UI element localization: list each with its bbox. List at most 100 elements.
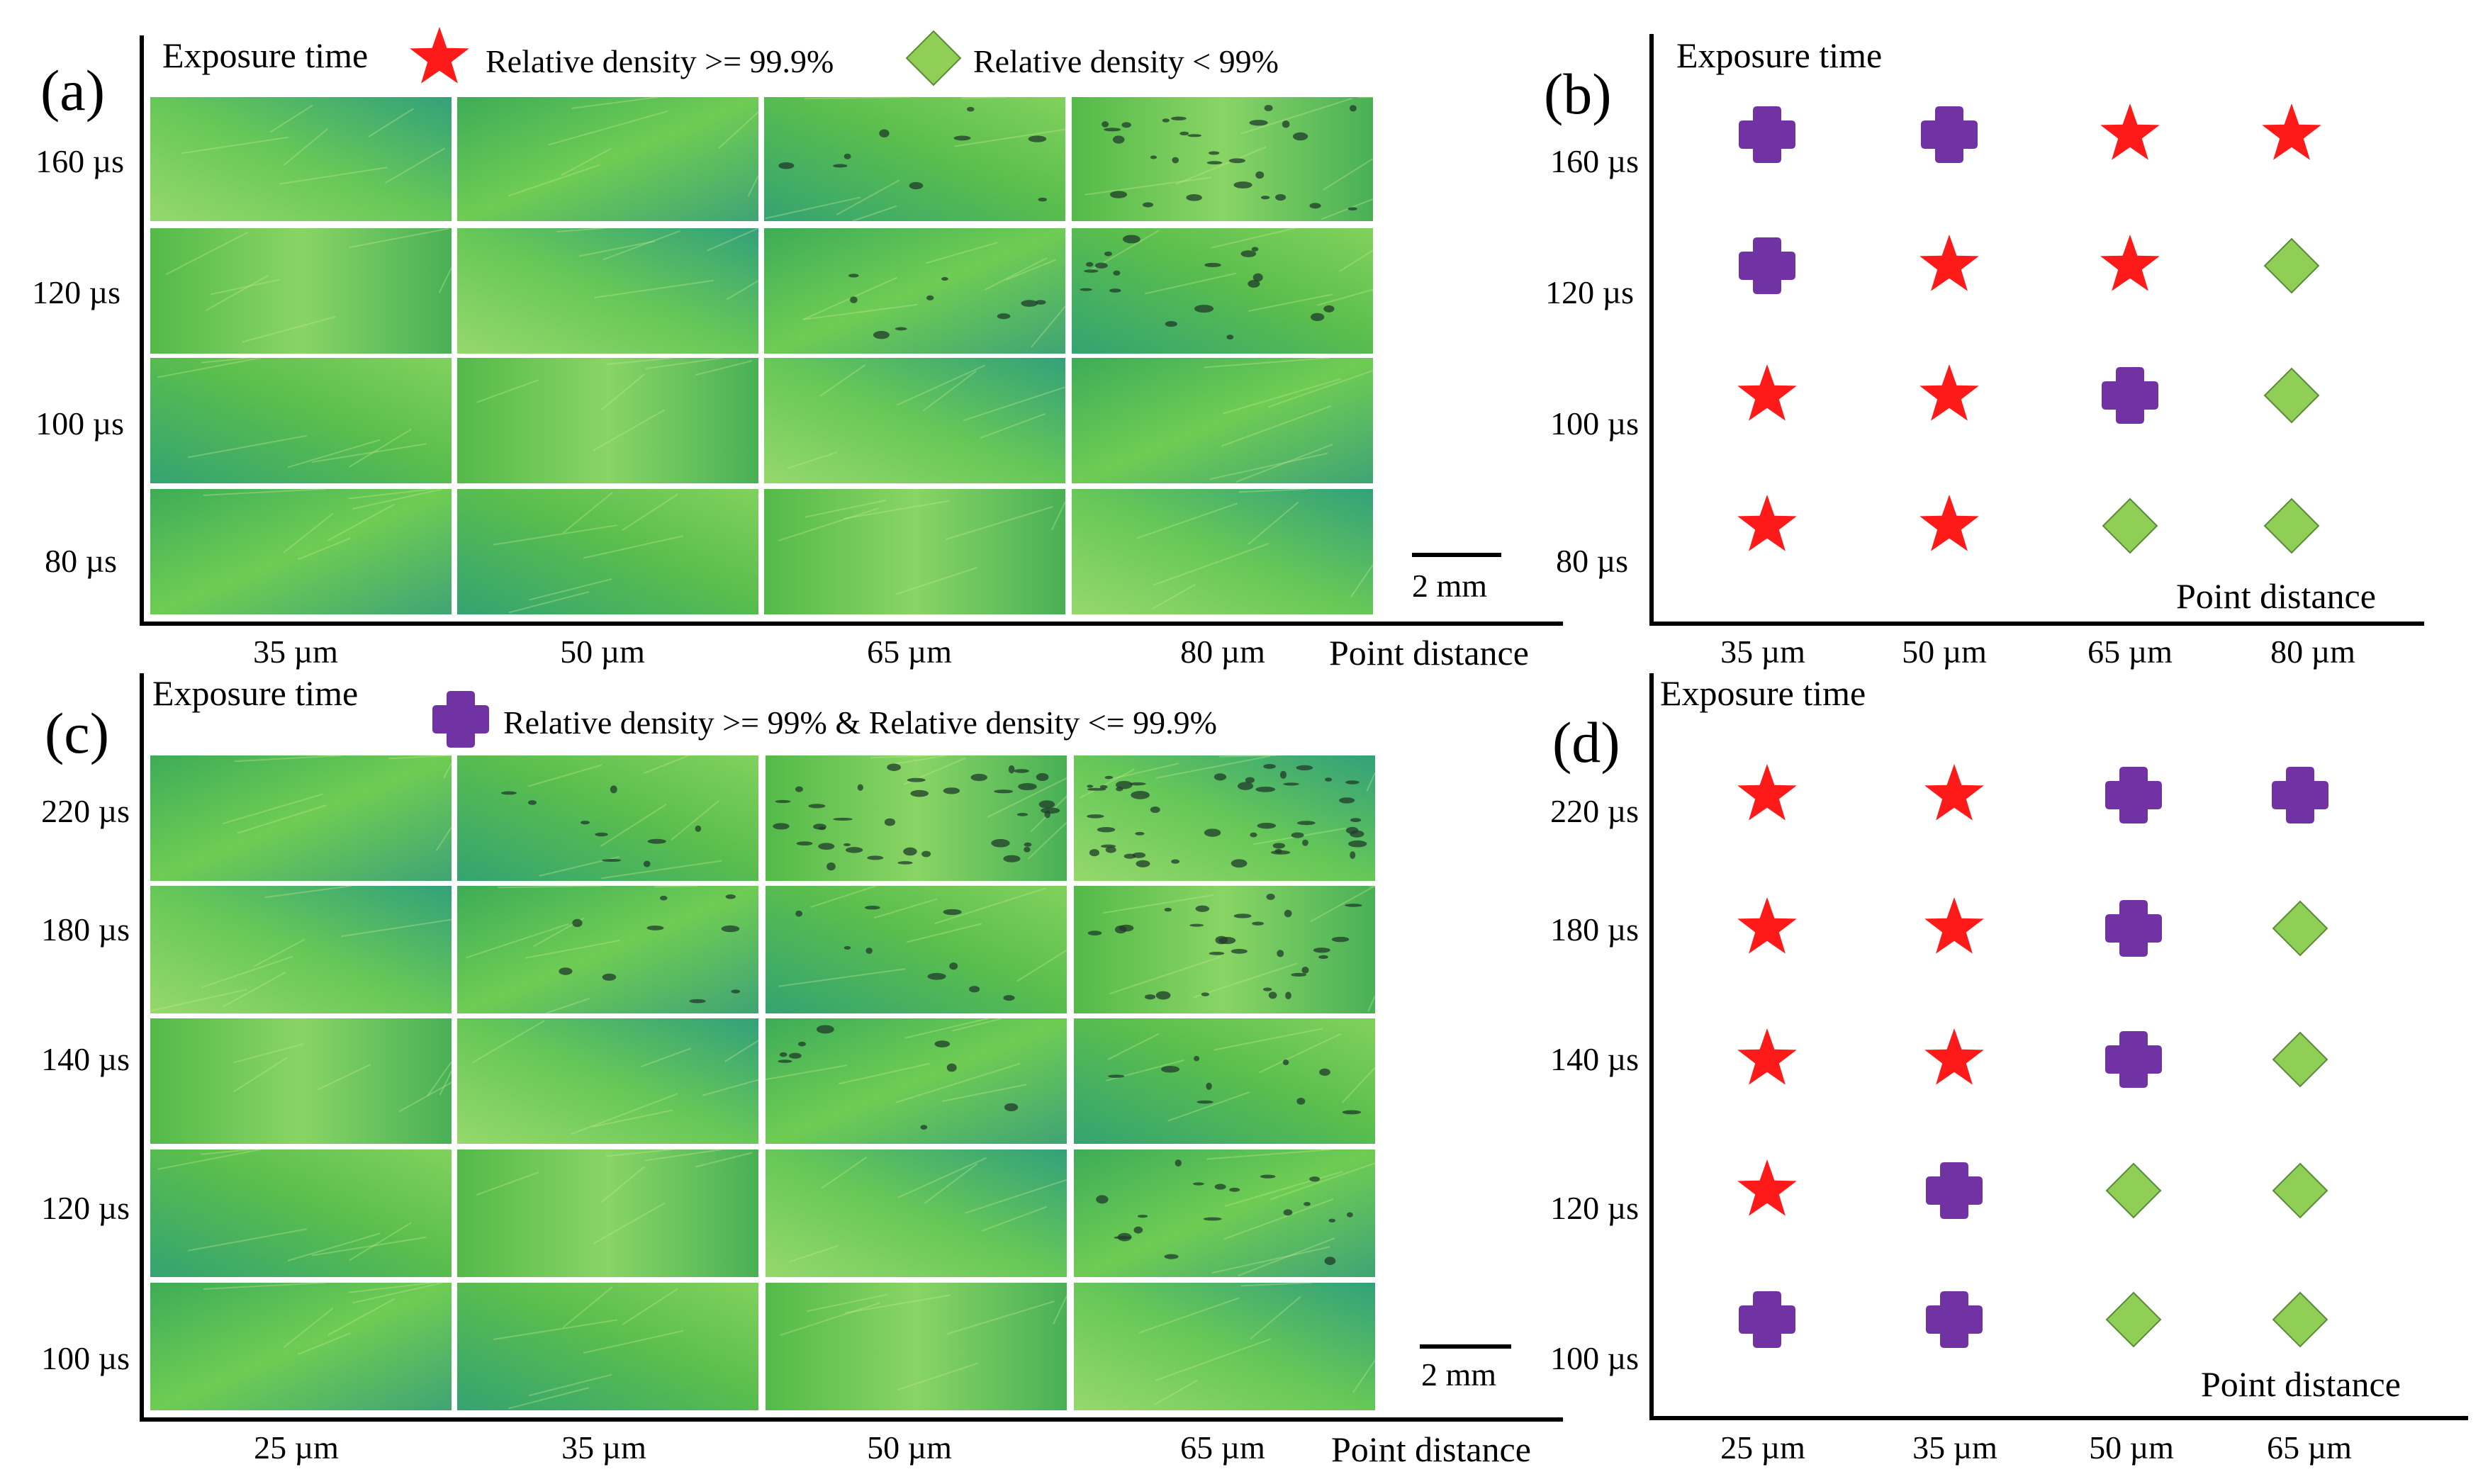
y-axis-title-c: Exposure time [152, 673, 358, 713]
panel-d: (d) Exposure time 220 µs 180 µs 140 µs 1… [1550, 673, 2469, 1466]
x-tick-label: 65 µm [1180, 1429, 1265, 1466]
cross-marker [1926, 1291, 1983, 1348]
micrograph-tile [1074, 885, 1376, 1013]
panel-a: (a) Exposure time 160 µs 120 µs 100 µs 8… [32, 35, 1564, 673]
y-tick-label: 140 µs [1550, 1041, 1639, 1077]
x-tick-labels-d: 25 µm 35 µm 50 µm 65 µm [1720, 1429, 2352, 1466]
scale-bar-label-c: 2 mm [1421, 1356, 1496, 1393]
star-marker [1737, 897, 1797, 954]
x-axis-title-a: Point distance [1329, 633, 1529, 673]
micrograph-tile [1072, 357, 1374, 483]
y-tick-label: 120 µs [1545, 274, 1634, 310]
legend-diamond-label: Relative density < 99% [973, 43, 1279, 79]
x-tick-label: 50 µm [560, 634, 645, 670]
y-tick-labels-d: 220 µs 180 µs 140 µs 120 µs 100 µs [1550, 793, 1639, 1376]
scale-bar-label-a: 2 mm [1412, 568, 1487, 604]
y-tick-label: 160 µs [1550, 143, 1639, 179]
y-axis-title-b: Exposure time [1676, 35, 1882, 75]
y-tick-label: 80 µs [1556, 543, 1628, 579]
micrograph-tile [766, 1283, 1067, 1410]
cross-marker [1739, 237, 1795, 294]
micrograph-tile [457, 96, 759, 221]
cross-marker [2105, 1031, 2162, 1088]
y-tick-label: 120 µs [1550, 1190, 1639, 1226]
star-marker [1924, 764, 1984, 821]
cross-marker [1739, 1291, 1795, 1348]
cross-marker [1739, 106, 1795, 163]
x-tick-label: 80 µm [2270, 634, 2355, 670]
legend-star-label: Relative density >= 99.9% [486, 43, 834, 79]
micrograph-tile [457, 357, 758, 483]
marker-grid-d [1737, 764, 2328, 1348]
star-marker [1737, 1159, 1797, 1216]
star-marker [1737, 364, 1797, 421]
diamond-marker [2264, 368, 2319, 423]
micrograph-tile [457, 1149, 758, 1277]
micrograph-tile [766, 755, 1067, 881]
diamond-marker [2272, 901, 2328, 956]
panel-label-b: (b) [1544, 62, 1612, 126]
star-marker [2100, 103, 2160, 160]
micrograph-tile [457, 489, 758, 614]
x-tick-label: 25 µm [1720, 1429, 1805, 1466]
diamond-marker [2102, 498, 2158, 553]
x-tick-label: 35 µm [1720, 634, 1805, 670]
micrograph-tile [1074, 1018, 1376, 1144]
panel-label-c: (c) [45, 701, 109, 765]
y-tick-label: 120 µs [32, 274, 120, 310]
star-marker [1737, 764, 1797, 821]
star-marker [2262, 103, 2321, 160]
y-tick-label: 100 µs [1550, 405, 1639, 442]
cross-marker [2272, 767, 2328, 823]
y-tick-labels-b: 160 µs 120 µs 100 µs 80 µs [1545, 143, 1639, 579]
micrograph-tile [150, 97, 452, 221]
y-tick-label: 140 µs [41, 1041, 130, 1077]
y-tick-label: 160 µs [35, 143, 124, 179]
diamond-marker [2272, 1032, 2328, 1087]
y-tick-labels-c: 220 µs 180 µs 140 µs 120 µs 100 µs [41, 793, 130, 1376]
y-tick-label: 220 µs [41, 793, 130, 829]
x-axis-title-b: Point distance [2176, 576, 2376, 616]
cross-marker [1926, 1162, 1983, 1219]
micrograph-tile [150, 755, 452, 881]
star-marker [1919, 235, 1979, 291]
y-axis-title-d: Exposure time [1660, 673, 1866, 713]
x-tick-label: 35 µm [561, 1429, 646, 1466]
panel-label-d: (d) [1552, 710, 1620, 775]
x-tick-label: 50 µm [1902, 634, 1987, 670]
x-axis-title-d: Point distance [2201, 1364, 2401, 1404]
star-marker [1919, 364, 1979, 421]
micrograph-tile [1072, 96, 1374, 221]
micrograph-tile [150, 1282, 452, 1410]
x-tick-labels-a: 35 µm 50 µm 65 µm 80 µm [253, 634, 1265, 670]
star-marker [1924, 897, 1984, 954]
micrograph-tile [764, 489, 1066, 614]
y-axis-title-a: Exposure time [162, 35, 368, 75]
marker-grid-b [1737, 103, 2321, 553]
micrograph-tile [1074, 755, 1376, 881]
micrograph-tile [1074, 1149, 1376, 1277]
micrograph-tile [457, 227, 759, 354]
x-tick-label: 65 µm [2087, 634, 2173, 670]
micrograph-tile [457, 1283, 758, 1410]
micrograph-tile [1072, 488, 1374, 614]
cross-marker [2105, 900, 2162, 957]
micrograph-tile [766, 885, 1067, 1013]
legend-top: Relative density >= 99.9% Relative densi… [410, 27, 1279, 86]
star-marker [1919, 495, 1979, 551]
y-tick-label: 180 µs [41, 911, 130, 948]
diamond-marker [2272, 1163, 2328, 1218]
star-marker [1737, 495, 1797, 551]
micrograph-tile [457, 885, 758, 1014]
star-marker [2100, 235, 2160, 291]
diamond-marker [2264, 498, 2319, 553]
y-tick-label: 80 µs [45, 543, 117, 579]
diamond-marker [2264, 238, 2319, 293]
cross-marker [1921, 106, 1978, 163]
y-tick-label: 100 µs [35, 405, 124, 442]
x-tick-label: 25 µm [254, 1429, 339, 1466]
x-tick-label: 35 µm [1912, 1429, 1997, 1466]
x-tick-labels-c: 25 µm 35 µm 50 µm 65 µm [254, 1429, 1265, 1466]
star-marker [1737, 1028, 1797, 1085]
